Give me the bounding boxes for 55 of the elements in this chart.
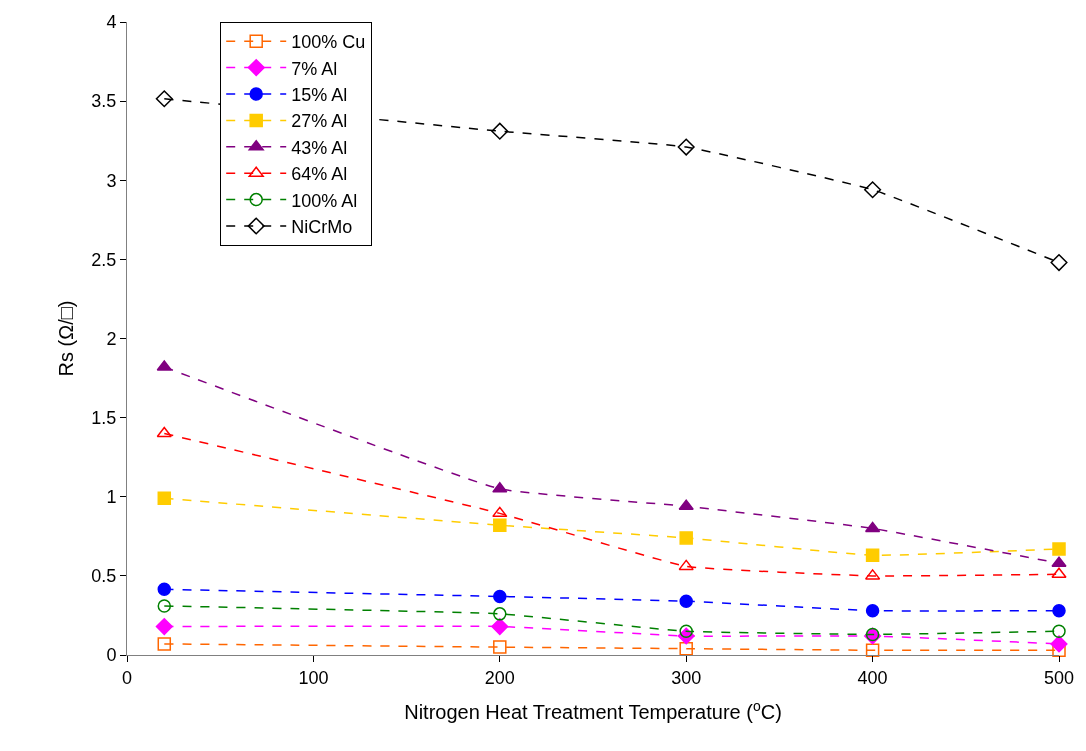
- point: [493, 607, 507, 621]
- legend-label: 64% Al: [291, 164, 348, 185]
- point: [491, 122, 509, 140]
- x-tick-label: 200: [484, 667, 515, 688]
- point: [679, 531, 693, 545]
- y-tick-label: 4: [106, 12, 117, 33]
- point: [1052, 603, 1066, 618]
- y-tick-label: 0: [106, 645, 117, 666]
- point: [156, 426, 172, 438]
- y-tick-label: 2: [106, 328, 117, 349]
- x-tick-label: 500: [1043, 667, 1075, 688]
- point: [155, 90, 173, 108]
- legend-label: 7% Al: [291, 58, 338, 79]
- x-tick-label: 100: [298, 667, 329, 688]
- point: [865, 548, 880, 563]
- point: [1052, 542, 1066, 556]
- point: [493, 640, 507, 654]
- point: [677, 138, 695, 156]
- x-tick-label: 0: [121, 667, 133, 688]
- point: [492, 506, 508, 518]
- point: [865, 643, 880, 657]
- y-tick-label: 3.5: [91, 91, 117, 112]
- point: [864, 181, 882, 199]
- point: [679, 624, 693, 638]
- y-tick-label: 2.5: [91, 249, 117, 270]
- point: [678, 559, 694, 571]
- point: [679, 594, 693, 608]
- point: [155, 617, 173, 636]
- point: [157, 637, 172, 651]
- y-tick-label: 1.5: [91, 407, 117, 428]
- point: [1050, 253, 1068, 272]
- point: [157, 599, 172, 613]
- y-axis-title: Rs (Ω/□): [54, 300, 77, 377]
- x-tick-label: 300: [671, 667, 702, 688]
- point: [493, 589, 507, 604]
- legend-label: 100% Al: [291, 190, 358, 211]
- point: [865, 603, 880, 618]
- y-tick-label: 1: [106, 487, 117, 508]
- x-axis-title: Nitrogen Heat Treatment Temperature ($^{o}$C): [404, 697, 782, 724]
- legend-label: NiCrMo: [291, 217, 353, 238]
- legend-label: 27% Al: [291, 111, 348, 132]
- legend-label: 100% Cu: [291, 32, 366, 53]
- legend-label: 15% Al: [291, 85, 348, 106]
- legend-label: 43% Al: [291, 137, 348, 158]
- point: [679, 641, 693, 656]
- point: [157, 582, 172, 597]
- point: [157, 491, 172, 506]
- point: [1052, 624, 1066, 638]
- point: [491, 617, 509, 636]
- point: [493, 518, 507, 532]
- y-tick-label: 0.5: [91, 566, 117, 587]
- x-tick-label: 400: [857, 667, 888, 688]
- point: [864, 521, 881, 533]
- point: [1051, 567, 1067, 579]
- y-tick-label: 3: [106, 170, 117, 191]
